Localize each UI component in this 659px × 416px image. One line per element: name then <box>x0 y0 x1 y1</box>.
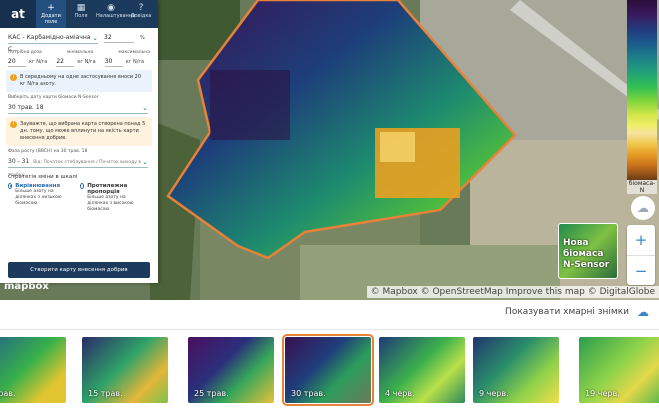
app-logo[interactable]: at <box>0 0 36 28</box>
min-unit: кг N/га <box>77 59 96 65</box>
growth-select-value: 30 - 31 Від: Початок стеблування / Почат… <box>8 156 142 178</box>
dose-label: Потрібна доза <box>8 50 42 55</box>
chevron-down-icon: ⌄ <box>92 34 98 42</box>
percent-unit: % <box>140 35 145 41</box>
strategy-title-leveling: Вирівнювання <box>15 183 61 189</box>
growth-select[interactable]: 30 - 31 Від: Початок стеблування / Почат… <box>8 156 148 178</box>
max-input[interactable]: 30 <box>104 57 123 67</box>
layer-label: Нова біомаса N-Sensor <box>563 238 610 270</box>
strategy-title: Стратегія зміни в шкалі <box>8 174 78 180</box>
top-nav: at + Додати поле ▦ Поля ◉ Налаштування ?… <box>0 0 158 28</box>
timeline-thumbnail[interactable]: 15 трав. <box>82 337 168 403</box>
mapbox-logo[interactable]: mapbox <box>4 281 49 292</box>
legend-color-scale <box>627 0 657 180</box>
product-select-value: КАС - Карбамідно-аміачна С... <box>8 34 91 53</box>
cloud-layer-button[interactable]: ☁ <box>631 196 655 220</box>
date-label: Виберіть дату карти біомаси N-Sensor <box>8 95 99 100</box>
timeline-thumbnail[interactable]: 8 трав. <box>0 337 66 403</box>
zoom-in-button[interactable]: + <box>634 231 648 249</box>
percent-input[interactable]: 32 <box>104 33 134 43</box>
max-label: максимальна <box>118 50 150 55</box>
warning-text: Зауважте, що вибрана карта створена пона… <box>20 121 146 141</box>
dose-unit: кг N/га <box>29 59 48 65</box>
timeline-thumbnail[interactable]: 25 трав. <box>188 337 274 403</box>
timeline-thumbnail[interactable]: 9 черв. <box>473 337 559 403</box>
radio-unchecked[interactable] <box>80 183 85 189</box>
min-label: мінімальна <box>66 50 94 55</box>
user-icon: ◉ <box>107 3 115 13</box>
min-input[interactable]: 22 <box>56 57 75 67</box>
timeline-thumbnail[interactable]: 4 черв. <box>379 337 465 403</box>
zoom-out-button[interactable]: − <box>627 255 655 285</box>
warning-icon: i <box>10 121 17 128</box>
tab-add-field[interactable]: + Додати поле <box>36 0 66 28</box>
strategy-option-opposite[interactable]: Протилежна пропорція Більше азоту на діл… <box>80 183 148 213</box>
info-text: В середньому на одне застосування вноси … <box>20 74 142 87</box>
layer-switcher[interactable]: Нова біомаса N-Sensor <box>558 223 618 279</box>
map-attribution[interactable]: © Mapbox © OpenStreetMap Improve this ma… <box>366 286 659 298</box>
thumbnail-date: 30 трав. <box>291 389 326 398</box>
growth-stage: 30 - 31 <box>8 158 30 165</box>
zoom-control: + − <box>627 225 655 285</box>
cloud-icon: ☁ <box>637 201 649 215</box>
strategy-option-leveling[interactable]: Вирівнювання Більше азоту на ділянках з … <box>8 183 76 207</box>
help-icon: ? <box>138 3 144 13</box>
create-map-button[interactable]: Створити карту внесення добрив <box>8 262 150 278</box>
thumbnail-date: 25 трав. <box>194 389 229 398</box>
cloud-images-toggle[interactable]: Показувати хмарні знімки ☁ <box>505 305 649 319</box>
fields-icon: ▦ <box>76 3 86 13</box>
product-select[interactable]: КАС - Карбамідно-аміачна С... ⌄ <box>8 32 98 53</box>
biomass-legend: біомаса-N <box>627 0 657 194</box>
cloud-toggle-label: Показувати хмарні знімки <box>505 307 629 317</box>
tab-label: Довідка <box>130 13 152 19</box>
tab-label: Додати поле <box>41 13 61 25</box>
radio-checked[interactable] <box>8 183 13 189</box>
thumbnail-date: 9 черв. <box>479 389 509 398</box>
info-box-average: i В середньому на одне застосування внос… <box>6 70 152 92</box>
growth-label: Фаза росту (BBCH) на 30 трав. 18 <box>8 149 88 154</box>
timeline-thumbnail[interactable]: 19 черв. <box>579 337 659 403</box>
strategy-title-opposite: Протилежна пропорція <box>87 183 128 195</box>
thumbnail-date: 8 трав. <box>0 389 16 398</box>
thumbnail-date: 4 черв. <box>385 389 415 398</box>
strategy-desc-leveling: Більше азоту на ділянках з низькою біома… <box>15 189 62 206</box>
tab-help[interactable]: ? Довідка <box>126 0 156 28</box>
timeline-thumbnail-selected[interactable]: 30 трав. <box>282 334 374 406</box>
biomass-field-layer[interactable] <box>0 0 659 300</box>
date-select-value: 30 трав. 18 <box>8 104 44 111</box>
chevron-down-icon: ⌄ <box>142 158 148 166</box>
thumbnail-date: 19 черв. <box>585 389 620 398</box>
map-view[interactable]: біомаса-N ☁ Нова біомаса N-Sensor + − ma… <box>0 0 659 300</box>
growth-stage-desc: Від: Початок стеблування / Початок виход… <box>8 160 142 178</box>
image-timeline: 8 трав. 15 трав. 25 трав. 30 трав. 4 чер… <box>0 329 659 416</box>
fertilizer-panel: at + Додати поле ▦ Поля ◉ Налаштування ?… <box>0 0 158 283</box>
strategy-desc-opposite: Більше азоту на ділянках з високою біома… <box>87 195 134 212</box>
legend-label: біомаса-N <box>627 180 657 194</box>
date-select[interactable]: 30 трав. 18 ⌄ <box>8 102 148 114</box>
info-box-warning: i Зауважте, що вибрана карта створена по… <box>6 117 152 146</box>
tab-label: Поля <box>74 13 88 19</box>
info-icon: i <box>10 74 17 81</box>
thumbnail-date: 15 трав. <box>88 389 123 398</box>
tab-fields[interactable]: ▦ Поля <box>66 0 96 28</box>
tab-settings[interactable]: ◉ Налаштування <box>96 0 135 28</box>
low-biomass-zone <box>210 70 290 140</box>
dose-input[interactable]: 20 <box>8 57 26 67</box>
cloud-icon: ☁ <box>637 305 649 319</box>
chevron-down-icon: ⌄ <box>142 104 148 112</box>
high-biomass-zone-peak <box>380 132 415 162</box>
max-unit: кг N/га <box>125 59 145 65</box>
tab-label: Налаштування <box>96 13 136 19</box>
plus-icon: + <box>47 3 55 13</box>
